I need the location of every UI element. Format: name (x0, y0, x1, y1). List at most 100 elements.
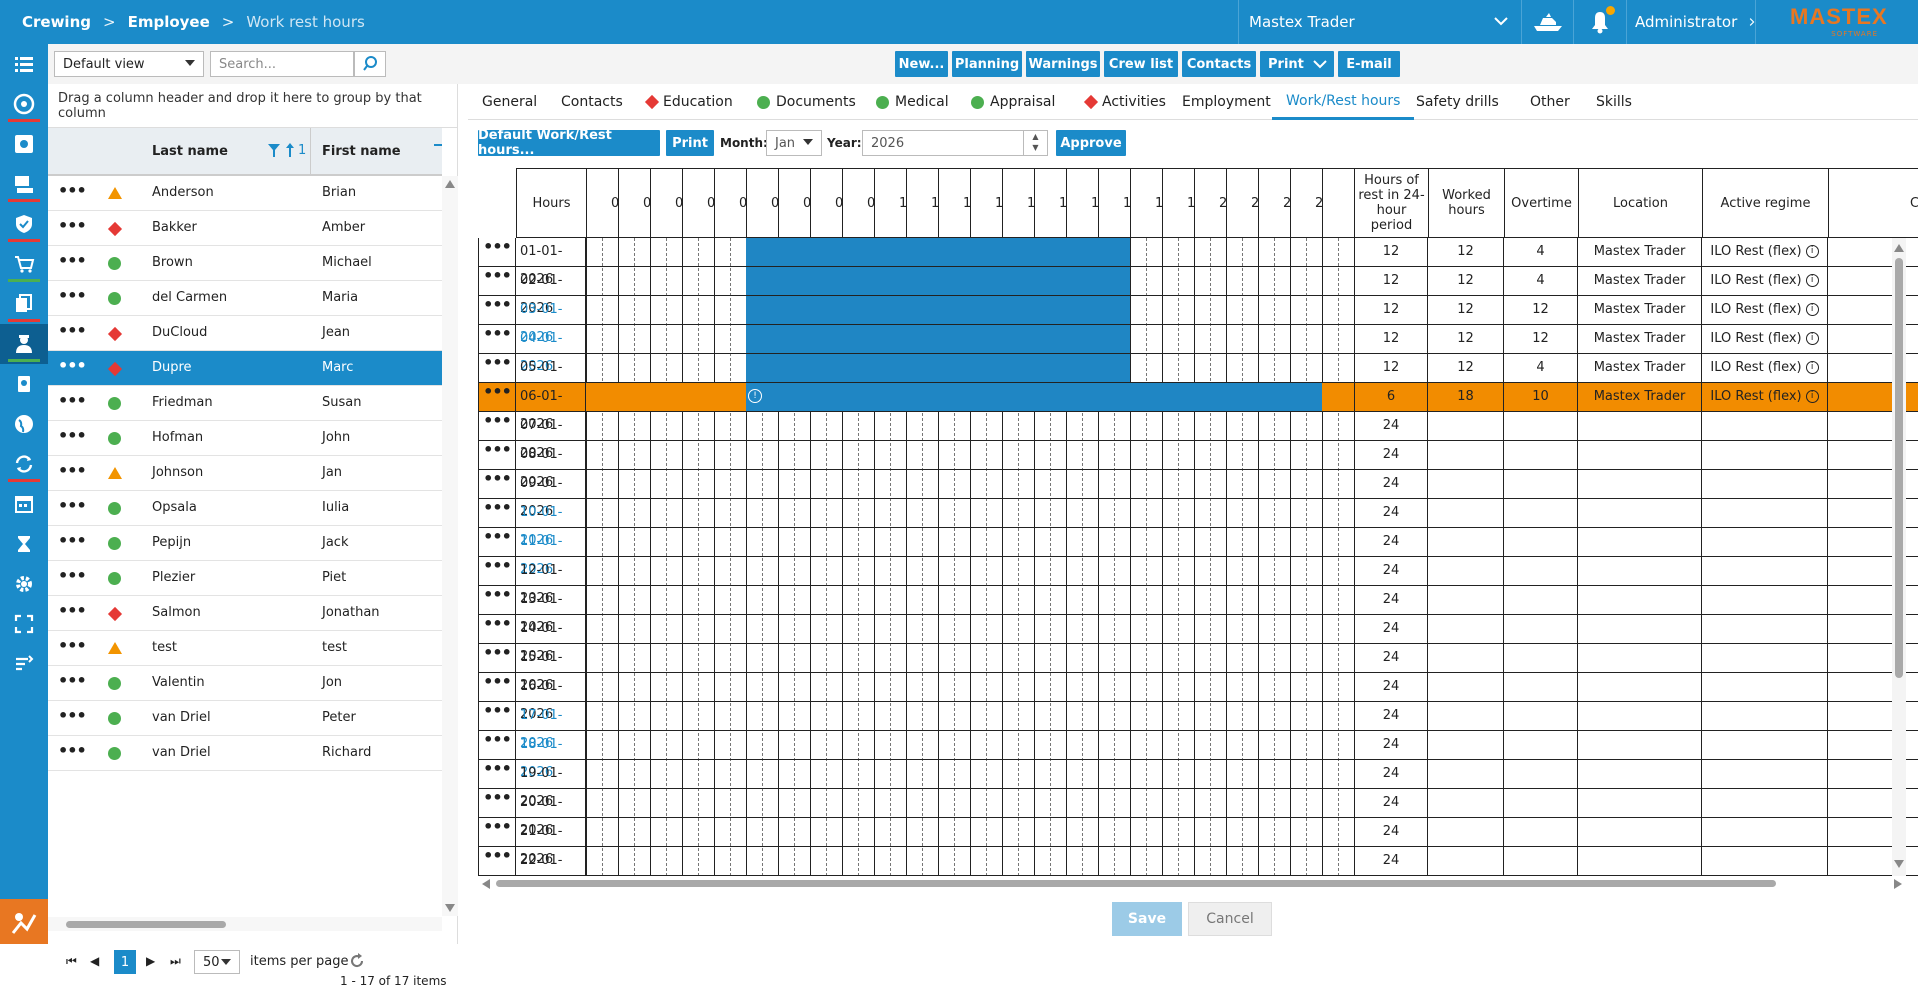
work-period-block[interactable] (746, 354, 1130, 382)
user-menu[interactable]: Administrator (1626, 0, 1756, 44)
row-menu-icon[interactable]: ••• (58, 496, 87, 515)
info-icon[interactable]: i (1805, 303, 1819, 316)
employee-row[interactable]: ••• Valentin Jon (48, 666, 442, 701)
documents-icon[interactable] (0, 284, 48, 324)
tab-activities[interactable]: Activities (1083, 84, 1166, 120)
row-menu-icon[interactable]: ••• (478, 499, 516, 528)
new-button[interactable]: New... (895, 51, 948, 77)
overtime-column-header[interactable]: Overtime (1504, 168, 1579, 238)
row-menu-icon[interactable]: ••• (478, 528, 516, 557)
employee-row[interactable]: ••• DuCloud Jean (48, 316, 442, 351)
employee-row[interactable]: ••• Dupre Marc (48, 351, 442, 386)
employee-row[interactable]: ••• Opsala Iulia (48, 491, 442, 526)
work-period-block[interactable] (746, 325, 1130, 353)
row-menu-icon[interactable]: ••• (478, 615, 516, 644)
list-vertical-scrollbar[interactable] (442, 176, 458, 916)
row-menu-icon[interactable]: ••• (58, 251, 87, 270)
row-menu-icon[interactable]: ••• (58, 531, 87, 550)
work-period-block[interactable] (746, 296, 1130, 324)
row-menu-icon[interactable]: ••• (478, 760, 516, 789)
settings-panel-icon[interactable] (0, 124, 48, 164)
location-column-header[interactable]: Location (1578, 168, 1703, 238)
work-rest-row[interactable]: ••• 12-01-2026 24 (478, 557, 1918, 606)
gear-icon[interactable] (0, 564, 48, 604)
extra-column-header[interactable]: Co (1828, 168, 1918, 238)
row-menu-icon[interactable]: ••• (58, 461, 87, 480)
row-menu-icon[interactable]: ••• (58, 741, 87, 760)
row-menu-icon[interactable]: ••• (478, 441, 516, 470)
employee-row[interactable]: ••• Hofman John (48, 421, 442, 456)
work-rest-row[interactable]: ••• 14-01-2026 24 (478, 615, 1918, 664)
row-menu-icon[interactable]: ••• (58, 671, 87, 690)
employee-row[interactable]: ••• Plezier Piet (48, 561, 442, 596)
row-menu-icon[interactable]: ••• (478, 586, 516, 615)
work-rest-row[interactable]: ••• 03-01-2026 12 12 12 Mastex Trader ILO Rest… (478, 296, 1918, 345)
column-header-first-name[interactable]: First name (322, 143, 401, 159)
stepper-arrows-icon[interactable]: ▲ ▼ (1023, 131, 1047, 155)
fullscreen-icon[interactable] (0, 604, 48, 644)
work-rest-row[interactable]: ••• 01-01-2026 12 12 4 Mastex Trader ILO Rest … (478, 238, 1918, 287)
filter-icon[interactable] (268, 144, 280, 158)
calendar-icon[interactable] (0, 484, 48, 524)
info-icon[interactable]: i (1805, 390, 1819, 403)
row-menu-icon[interactable]: ••• (58, 216, 87, 235)
row-menu-icon[interactable]: ••• (478, 702, 516, 731)
row-menu-icon[interactable]: ••• (58, 391, 87, 410)
work-rest-row[interactable]: •••22-01-2026 24 (478, 847, 1918, 876)
refresh-icon[interactable] (348, 952, 366, 970)
row-menu-icon[interactable]: ••• (478, 673, 516, 702)
worked-column-header[interactable]: Worked hours (1428, 168, 1505, 238)
prev-page-icon[interactable]: ◀ (90, 954, 100, 968)
row-menu-icon[interactable]: ••• (478, 412, 516, 441)
scroll-up-icon[interactable] (1894, 244, 1904, 252)
column-header-last-name[interactable]: Last name (152, 143, 228, 159)
save-button[interactable]: Save (1112, 902, 1182, 936)
row-menu-icon[interactable]: ••• (478, 354, 516, 383)
scrollbar-thumb[interactable] (66, 921, 226, 928)
work-rest-row[interactable]: ••• 15-01-2026 24 (478, 644, 1918, 693)
list-horizontal-scrollbar[interactable] (48, 917, 442, 931)
work-rest-row[interactable]: ••• 13-01-2026 24 (478, 586, 1918, 635)
tab-medical[interactable]: Medical (876, 84, 949, 120)
tab-appraisal[interactable]: Appraisal (971, 84, 1055, 120)
work-period-block[interactable] (746, 238, 1130, 266)
employee-row[interactable]: ••• Salmon Jonathan (48, 596, 442, 631)
scroll-down-icon[interactable] (445, 904, 455, 912)
vessel-selector[interactable]: Mastex Trader (1238, 0, 1522, 44)
planning-button[interactable]: Planning (952, 51, 1022, 77)
row-menu-icon[interactable]: ••• (478, 383, 516, 412)
hourglass-icon[interactable] (0, 524, 48, 564)
scroll-right-icon[interactable] (1894, 879, 1902, 889)
grid-horizontal-scrollbar[interactable] (478, 876, 1908, 890)
row-menu-icon[interactable]: ••• (478, 238, 516, 267)
employee-row[interactable]: ••• van Driel Peter (48, 701, 442, 736)
row-menu-icon[interactable]: ••• (58, 601, 87, 620)
warning-info-icon[interactable]: ! (748, 389, 762, 403)
employee-row[interactable]: ••• Pepijn Jack (48, 526, 442, 561)
row-menu-icon[interactable]: ••• (478, 818, 516, 847)
row-menu-icon[interactable]: ••• (58, 636, 87, 655)
employee-row[interactable]: ••• del Carmen Maria (48, 281, 442, 316)
work-rest-row[interactable]: ••• 08-01-2026 24 (478, 441, 1918, 490)
row-menu-icon[interactable]: ••• (478, 470, 516, 499)
breadcrumb-employee[interactable]: Employee (127, 13, 210, 31)
work-rest-row[interactable]: ••• 18-01-2026 24 (478, 731, 1918, 780)
work-rest-row[interactable]: ••• 17-01-2026 24 (478, 702, 1918, 751)
breadcrumb-crewing[interactable]: Crewing (22, 13, 91, 31)
work-rest-row[interactable]: ••• 07-01-2026 24 (478, 412, 1918, 461)
row-menu-icon[interactable]: ••• (478, 644, 516, 673)
work-rest-row[interactable]: ••• 21-01-2026 24 (478, 818, 1918, 867)
employee-row[interactable]: ••• Brown Michael (48, 246, 442, 281)
search-button[interactable] (354, 51, 386, 77)
work-rest-row[interactable]: ••• 19-01-2026 24 (478, 760, 1918, 809)
regime-column-header[interactable]: Active regime (1702, 168, 1829, 238)
work-rest-row[interactable]: ••• 04-01-2026 12 12 12 Mastex Trader ILO Rest… (478, 325, 1918, 374)
default-work-rest-button[interactable]: Default Work/Rest hours... (478, 128, 660, 158)
rest-column-header[interactable]: Hours of rest in 24-hour period (1354, 168, 1429, 238)
current-page[interactable]: 1 (114, 950, 136, 974)
employee-row[interactable]: ••• Friedman Susan (48, 386, 442, 421)
employee-row[interactable]: ••• Anderson Brian (48, 176, 442, 211)
row-menu-icon[interactable]: ••• (478, 789, 516, 818)
info-icon[interactable]: i (1805, 361, 1819, 374)
